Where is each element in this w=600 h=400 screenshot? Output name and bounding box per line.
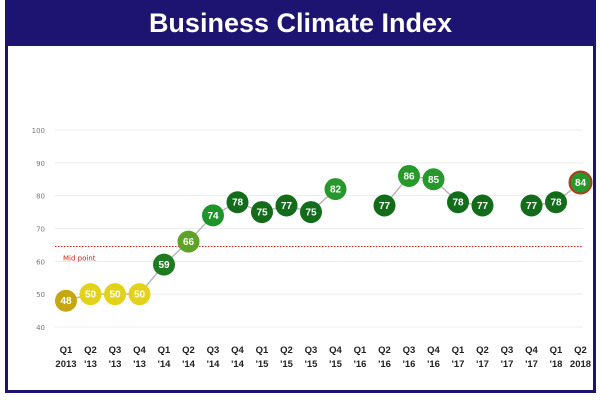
data-label: 82 [330,185,342,196]
x-tick-quarter: Q1 [550,345,563,356]
data-point [422,168,445,191]
x-tick-year: '16 [378,359,391,370]
x-tick-quarter: Q1 [256,345,269,356]
x-tick-quarter: Q1 [354,345,367,356]
x-tick-year: '17 [452,359,465,370]
x-tick-quarter: Q4 [427,345,440,356]
x-tick-quarter: Q3 [501,345,514,356]
x-tick-year: '15 [256,359,270,370]
data-point [471,194,494,217]
x-tick-year: '15 [329,359,343,370]
data-point [568,170,593,195]
data-label: 74 [207,211,219,222]
x-tick-year: '16 [354,359,367,370]
data-point [177,230,200,253]
data-label: 78 [550,198,562,209]
x-tick-year: '13 [84,359,97,370]
data-label: 84 [575,178,587,189]
x-tick-quarter: Q3 [109,345,122,356]
x-tick-year: '13 [109,359,122,370]
data-label: 78 [452,198,464,209]
x-tick-quarter: Q4 [329,345,342,356]
x-tick-quarter: Q3 [207,345,220,356]
data-point [545,191,567,214]
data-point [300,201,322,224]
data-point [447,191,469,214]
y-tick-label: 50 [36,291,45,299]
data-point [520,194,543,217]
x-tick-quarter: Q2 [378,345,391,356]
x-tick-quarter: Q2 [476,345,489,356]
x-tick-year: '14 [231,359,245,370]
y-tick-label: 80 [36,193,45,201]
y-tick-label: 60 [36,258,45,266]
x-tick-quarter: Q4 [525,345,538,356]
data-point [128,283,151,306]
data-label: 86 [403,171,415,182]
x-tick-year: '13 [133,359,146,370]
data-point [55,289,77,312]
data-label: 85 [428,175,440,186]
x-tick-year: 2013 [55,359,76,370]
data-point [104,283,126,306]
y-tick-label: 100 [32,127,45,135]
data-label: 77 [526,201,538,212]
data-label: 50 [109,290,121,301]
x-tick-year: '15 [305,359,319,370]
x-tick-quarter: Q4 [133,345,146,356]
x-tick-quarter: Q2 [574,345,587,356]
midpoint-label: Mid point [63,255,96,263]
x-tick-year: 2018 [570,359,591,370]
x-tick-year: '14 [207,359,221,370]
x-tick-year: '16 [427,359,440,370]
x-tick-year: '17 [525,359,538,370]
data-point [398,164,420,187]
data-point [153,253,175,276]
data-label: 48 [60,296,72,307]
data-label: 59 [158,260,170,271]
data-label: 77 [477,201,489,212]
data-label: 50 [85,290,97,301]
data-point [79,283,102,306]
x-tick-year: '14 [158,359,172,370]
x-tick-year: '18 [550,359,563,370]
x-tick-quarter: Q1 [452,345,465,356]
y-tick-label: 90 [36,160,45,168]
chart-title: Business Climate Index [148,7,453,38]
x-tick-quarter: Q1 [60,345,73,356]
x-tick-quarter: Q2 [84,345,97,356]
y-tick-label: 70 [36,226,45,234]
data-point [275,194,298,217]
data-label: 77 [281,201,293,212]
x-tick-year: '15 [280,359,294,370]
x-tick-year: '14 [182,359,196,370]
data-label: 78 [232,198,244,209]
x-tick-quarter: Q2 [182,345,195,356]
data-point [202,204,224,227]
x-tick-year: '17 [501,359,514,370]
data-point [373,194,396,217]
x-tick-year: '17 [476,359,489,370]
data-label: 77 [379,201,391,212]
data-point [226,191,249,214]
data-label: 75 [256,208,268,219]
x-tick-quarter: Q2 [280,345,293,356]
data-point [324,178,347,201]
x-tick-quarter: Q3 [305,345,318,356]
chart-header: Business Climate Index [5,0,596,46]
x-tick-quarter: Q1 [158,345,171,356]
x-tick-year: '16 [403,359,416,370]
data-label: 50 [134,290,146,301]
x-tick-quarter: Q4 [231,345,244,356]
data-label: 66 [183,237,195,248]
y-tick-label: 40 [36,324,45,332]
data-label: 75 [305,208,317,219]
x-tick-quarter: Q3 [403,345,416,356]
data-point [251,201,273,224]
